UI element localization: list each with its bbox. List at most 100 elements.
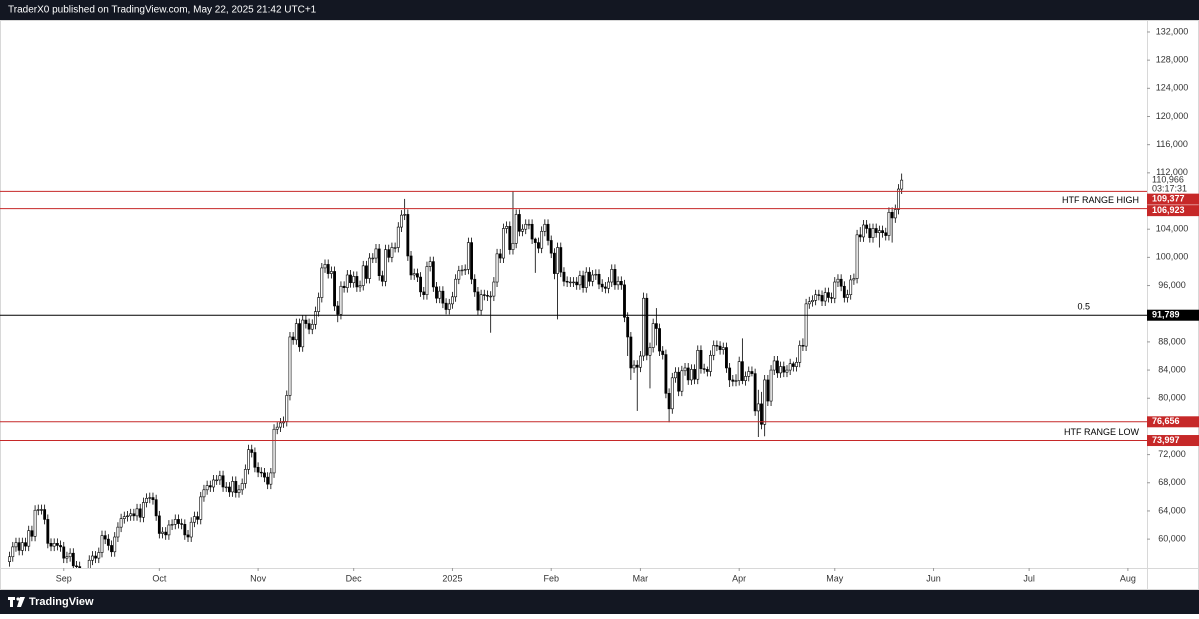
candle-body — [868, 228, 872, 238]
candle-body — [132, 513, 136, 517]
countdown-label: 03:17:31 — [1152, 184, 1187, 194]
x-tick-label: Sep — [56, 573, 72, 583]
candle-body — [556, 247, 560, 274]
candle-body — [393, 247, 397, 249]
candle-body — [584, 271, 588, 288]
candle-body — [180, 523, 184, 525]
candle-body — [75, 565, 78, 567]
candle-body — [403, 214, 407, 216]
candle-body — [674, 371, 677, 379]
candle-body — [275, 426, 279, 430]
candle-body — [874, 228, 878, 234]
candle-body — [693, 369, 697, 380]
candle-body — [94, 555, 98, 559]
candle-body — [884, 232, 888, 236]
candle-body — [858, 234, 862, 238]
candle-body — [807, 301, 811, 305]
y-tick-label: 84,000 — [1158, 364, 1186, 374]
candles — [8, 173, 904, 568]
candle-body — [492, 281, 496, 297]
candle-body — [145, 497, 149, 503]
candle-body — [129, 513, 133, 517]
candle-body — [428, 261, 432, 267]
y-tick-label: 120,000 — [1156, 111, 1189, 121]
candle-body — [562, 271, 566, 282]
candle-body — [495, 253, 499, 283]
candle-body — [8, 556, 12, 562]
candle-body — [715, 345, 719, 347]
candle-body — [317, 297, 321, 312]
level-price-label: 109,377 — [1152, 194, 1185, 204]
candle-body — [811, 300, 814, 303]
candle-body — [489, 295, 493, 298]
candle-body — [457, 270, 461, 280]
level-price-box — [1147, 205, 1199, 217]
candle-body — [345, 274, 349, 288]
x-tick-label: Oct — [152, 573, 167, 583]
candle-body — [62, 546, 66, 559]
candle-body — [218, 475, 222, 481]
candle-body — [243, 469, 247, 484]
candle-body — [833, 281, 837, 299]
candle-body — [591, 274, 595, 282]
level-note: HTF RANGE HIGH — [1062, 195, 1139, 205]
candle-body — [508, 226, 512, 250]
candle-body — [785, 369, 789, 373]
candle-body — [842, 285, 846, 298]
candle-body — [368, 257, 372, 279]
candle-body — [113, 536, 117, 553]
candle-body — [839, 278, 843, 287]
candle-body — [699, 350, 703, 369]
candle-body — [253, 452, 257, 468]
candle-body — [212, 479, 215, 488]
candle-body — [409, 255, 413, 276]
candle-body — [718, 345, 722, 350]
candle-body — [772, 360, 776, 371]
candle-body — [664, 354, 668, 394]
candle-body — [339, 285, 343, 315]
y-tick-label: 104,000 — [1156, 224, 1189, 234]
candle-body — [33, 509, 37, 537]
candle-body — [527, 223, 531, 226]
candle-body — [294, 323, 298, 341]
candle-body — [689, 369, 693, 381]
brand-logo — [8, 597, 25, 607]
candle-body — [897, 188, 900, 210]
candle-body — [365, 265, 368, 279]
candle-body — [263, 472, 266, 478]
candle-body — [613, 269, 617, 286]
candle-body — [826, 292, 830, 298]
x-tick-label: Apr — [732, 573, 746, 583]
level-price-box — [1147, 416, 1199, 428]
candle-body — [17, 542, 21, 551]
candle-body — [482, 294, 486, 296]
candle-body — [546, 223, 550, 241]
candle-body — [237, 489, 241, 493]
candle-body — [648, 347, 652, 356]
x-tick-label: Dec — [346, 573, 363, 583]
candle-body — [686, 367, 690, 381]
x-tick-label: Mar — [633, 573, 649, 583]
candle-body — [170, 524, 174, 526]
candle-body — [760, 403, 763, 425]
candle-body — [91, 555, 94, 561]
candle-body — [148, 497, 152, 499]
candle-body — [438, 290, 442, 299]
candle-body — [266, 476, 270, 485]
candle-body — [651, 323, 655, 348]
candle-body — [846, 294, 849, 298]
candle-body — [78, 566, 82, 568]
candle-body — [256, 466, 260, 473]
candle-body — [106, 538, 110, 546]
candle-body — [486, 295, 489, 297]
candle-body — [336, 305, 340, 315]
candle-body — [597, 273, 601, 285]
candle-body — [887, 211, 891, 236]
y-tick-label: 80,000 — [1158, 393, 1186, 403]
candle-body — [517, 214, 521, 232]
candle-body — [164, 531, 168, 536]
candle-body — [278, 422, 282, 428]
candle-body — [782, 366, 786, 373]
candle-body — [779, 366, 783, 374]
level-price-label: 106,923 — [1152, 205, 1185, 215]
